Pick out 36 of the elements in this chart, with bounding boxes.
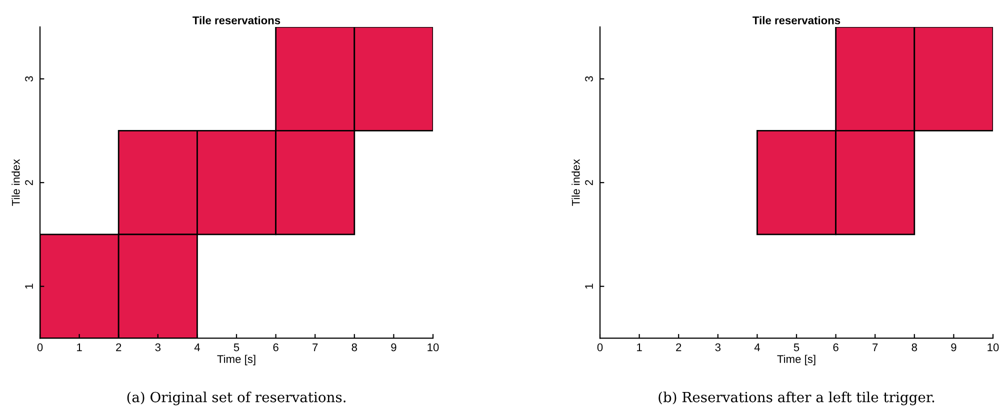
x-axis-title: Time [s] <box>217 354 256 366</box>
x-tick-label: 4 <box>194 343 200 352</box>
x-tick-label: 5 <box>234 343 240 352</box>
y-tick-label: 3 <box>585 76 593 82</box>
y-tick-label: 3 <box>25 76 33 82</box>
x-tick-label: 5 <box>794 343 800 352</box>
x-tick-label: 1 <box>77 343 82 352</box>
x-tick-label: 9 <box>951 343 956 352</box>
x-tick-label: 0 <box>37 343 43 352</box>
x-tick-label: 2 <box>116 343 122 352</box>
y-axis-title: Tile index <box>12 159 20 206</box>
x-tick-label: 8 <box>912 343 918 352</box>
y-axis-title: Tile index <box>572 159 580 206</box>
x-tick-label: 6 <box>273 343 278 352</box>
x-tick-label: 7 <box>312 343 318 352</box>
y-tick-label: 1 <box>25 284 33 289</box>
x-tick-label: 3 <box>155 343 160 352</box>
x-tick-label: 10 <box>428 343 439 352</box>
chart-title: Tile reservations <box>192 16 280 24</box>
x-tick-label: 8 <box>352 343 358 352</box>
x-axis-title: Time [s] <box>777 354 816 366</box>
text: (a) Original set of reservations. <box>127 392 346 406</box>
x-tick-label: 6 <box>833 343 838 352</box>
x-tick-label: 4 <box>754 343 760 352</box>
x-tick-label: 7 <box>872 343 878 352</box>
x-tick-label: 2 <box>676 343 682 352</box>
x-tick-label: 10 <box>988 343 999 352</box>
y-tick-label: 1 <box>585 284 593 289</box>
x-tick-label: 3 <box>715 343 720 352</box>
text: (b) Reservations after a left tile trigger. <box>658 392 934 406</box>
x-tick-label: 0 <box>597 343 603 352</box>
x-tick-label: 9 <box>391 343 396 352</box>
y-tick-label: 2 <box>585 180 593 186</box>
chart-title: Tile reservations <box>752 16 840 24</box>
y-tick-label: 2 <box>25 180 33 186</box>
x-tick-label: 1 <box>637 343 642 352</box>
